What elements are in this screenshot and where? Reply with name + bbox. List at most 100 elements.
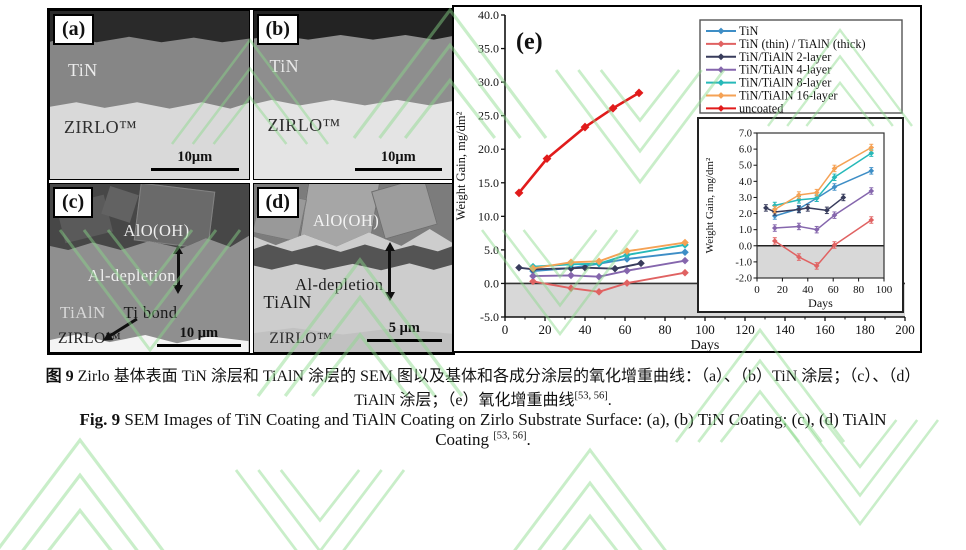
inset-series-tin-tialn-16-layer <box>771 143 875 214</box>
scale-label: 10μm <box>380 148 416 165</box>
panel-label-d: (d) <box>256 187 299 218</box>
scale-bar: 5 μm <box>366 319 442 342</box>
svg-text:3.0: 3.0 <box>739 193 752 204</box>
svg-text:40.0: 40.0 <box>478 8 499 22</box>
chart-series-tin <box>529 248 689 275</box>
svg-text:25.0: 25.0 <box>478 109 499 123</box>
svg-text:-2.0: -2.0 <box>735 274 752 285</box>
svg-text:TiN/TiAlN 16-layer: TiN/TiAlN 16-layer <box>739 89 838 103</box>
sem-panel-c: (c) AlO(OH) Al-depletion TiAlN Ti bond Z… <box>49 183 250 353</box>
granular-band <box>253 244 453 271</box>
svg-text:160: 160 <box>815 322 835 337</box>
svg-text:80: 80 <box>853 284 865 296</box>
svg-text:0.0: 0.0 <box>739 241 752 252</box>
svg-text:100: 100 <box>876 284 893 296</box>
scale-bar: 10μm <box>151 148 239 171</box>
caption-zh-text: Zirlo 基体表面 TiN 涂层和 TiAlN 涂层的 SEM 图以及基体和各… <box>73 368 921 385</box>
sem-panel-b: (b) TiN ZIRLO™ 10μm <box>252 10 453 180</box>
substrate-label: ZIRLO™ <box>269 330 333 348</box>
caption-en-text2: Coating <box>435 430 494 449</box>
inset-series-tin-thin-tialn-thick- <box>771 216 875 270</box>
svg-text:10.0: 10.0 <box>478 209 499 223</box>
oxide-crystal <box>371 184 438 241</box>
figure-caption: 图 9 Zirlo 基体表面 TiN 涂层和 TiAlN 涂层的 SEM 图以及… <box>0 362 966 450</box>
caption-zh-line2: TiAlN 涂层；（e）氧化增重曲线[53, 56]. <box>0 386 966 410</box>
caption-zh-line1: 图 9 Zirlo 基体表面 TiN 涂层和 TiAlN 涂层的 SEM 图以及… <box>0 362 966 386</box>
svg-text:1.0: 1.0 <box>739 225 752 236</box>
inset-series-tin-tialn-4-layer <box>771 187 875 234</box>
chart-inset: 7.0 6.0 5.0 4.0 3.0 2.0 1.0 0.0 -1.0 -2.00 20 40 60 8… <box>697 117 904 313</box>
svg-text:5.0: 5.0 <box>484 243 499 257</box>
caption-en-line1: Fig. 9 SEM Images of TiN Coating and TiA… <box>0 410 966 430</box>
sem-panel-a: (a) TiN ZIRLO™ 10μm <box>49 10 250 180</box>
caption-zh-reference: [53, 56] <box>574 390 608 402</box>
coating-label: TiAlN <box>59 303 106 323</box>
svg-text:80: 80 <box>659 322 672 337</box>
svg-text:40: 40 <box>579 322 592 337</box>
depletion-label: Al-depletion <box>87 266 176 286</box>
svg-text:7.0: 7.0 <box>739 129 752 140</box>
svg-text:30.0: 30.0 <box>478 75 499 89</box>
caption-zh-prefix: 图 9 <box>45 368 74 385</box>
svg-text:Days: Days <box>808 296 833 310</box>
svg-text:20: 20 <box>539 322 552 337</box>
svg-text:200: 200 <box>895 322 915 337</box>
svg-text:Weight Gain, mg/dm²: Weight Gain, mg/dm² <box>454 111 468 220</box>
coating-label: TiN <box>68 59 98 80</box>
caption-zh-text2: TiAlN 涂层；（e）氧化增重曲线 <box>354 392 575 409</box>
substrate-label: ZIRLO™ <box>64 116 138 137</box>
caption-zh-period: . <box>607 392 612 409</box>
svg-text:Days: Days <box>691 338 720 351</box>
svg-text:0: 0 <box>754 284 760 296</box>
coating-label: TiN <box>269 56 300 77</box>
svg-text:-5.0: -5.0 <box>480 310 499 324</box>
svg-text:180: 180 <box>855 322 875 337</box>
svg-text:uncoated: uncoated <box>739 101 783 115</box>
coating-label: TiAlN <box>263 291 312 312</box>
svg-text:TiN/TiAlN 8-layer: TiN/TiAlN 8-layer <box>739 76 831 90</box>
caption-en-text: SEM Images of TiN Coating and TiAlN Coat… <box>120 410 887 429</box>
substrate-label: ZIRLO™ <box>267 115 341 136</box>
svg-text:60: 60 <box>828 284 840 296</box>
panel-label-b: (b) <box>256 14 299 45</box>
svg-text:TiN (thin) / TiAlN (thick): TiN (thin) / TiAlN (thick) <box>739 37 866 51</box>
svg-text:40: 40 <box>802 284 814 296</box>
panel-label-c: (c) <box>53 187 94 218</box>
oxide-label: AlO(OH) <box>313 210 380 230</box>
svg-text:0: 0 <box>502 322 509 337</box>
scale-bar-line <box>157 343 241 347</box>
scale-bar: 10 μm <box>157 324 241 347</box>
svg-text:-1.0: -1.0 <box>735 257 752 268</box>
svg-text:2.0: 2.0 <box>739 209 752 220</box>
svg-text:60: 60 <box>619 322 632 337</box>
scale-label: 10μm <box>177 148 213 165</box>
oxidation-chart: 40.0 35.0 30.0 25.0 20.0 15.0 10.0 5.0 0.0 -5.0 0 2… <box>452 5 922 353</box>
oxidation-chart-svg: 40.035.030.025.020.015.010.05.00.0-5.00 2… <box>454 8 915 353</box>
caption-en-reference: [53, 56] <box>493 430 527 442</box>
svg-text:TiN/TiAlN 2-layer: TiN/TiAlN 2-layer <box>739 50 831 64</box>
svg-text:20: 20 <box>777 284 789 296</box>
sem-panel-grid: (a) TiN ZIRLO™ 10μm (b) TiN ZIRLO™ 10μm <box>47 8 455 355</box>
svg-text:140: 140 <box>775 322 795 337</box>
chart-series-uncoated <box>514 88 644 198</box>
depletion-arrow-icon <box>388 249 391 294</box>
scale-bar: 10μm <box>354 148 442 171</box>
caption-en-prefix: Fig. 9 <box>79 410 121 429</box>
svg-text:120: 120 <box>735 322 755 337</box>
svg-text:TiN/TiAlN 4-layer: TiN/TiAlN 4-layer <box>739 63 831 77</box>
sem-panel-d: (d) AlO(OH) Al-depletion TiAlN ZIRLO™ 5 … <box>252 183 453 353</box>
svg-text:(e): (e) <box>516 29 543 55</box>
svg-text:TiN: TiN <box>739 24 758 38</box>
scale-bar-line <box>366 338 442 342</box>
caption-en-line2: Coating [53, 56]. <box>0 430 966 450</box>
scale-bar-line <box>151 167 239 171</box>
scale-label: 5 μm <box>388 319 420 336</box>
svg-text:15.0: 15.0 <box>478 176 499 190</box>
svg-text:6.0: 6.0 <box>739 145 752 156</box>
scale-bar-line <box>354 167 442 171</box>
svg-text:Weight Gain, mg/dm²: Weight Gain, mg/dm² <box>704 157 716 253</box>
scale-label: 10 μm <box>179 324 219 341</box>
svg-text:5.0: 5.0 <box>739 161 752 172</box>
